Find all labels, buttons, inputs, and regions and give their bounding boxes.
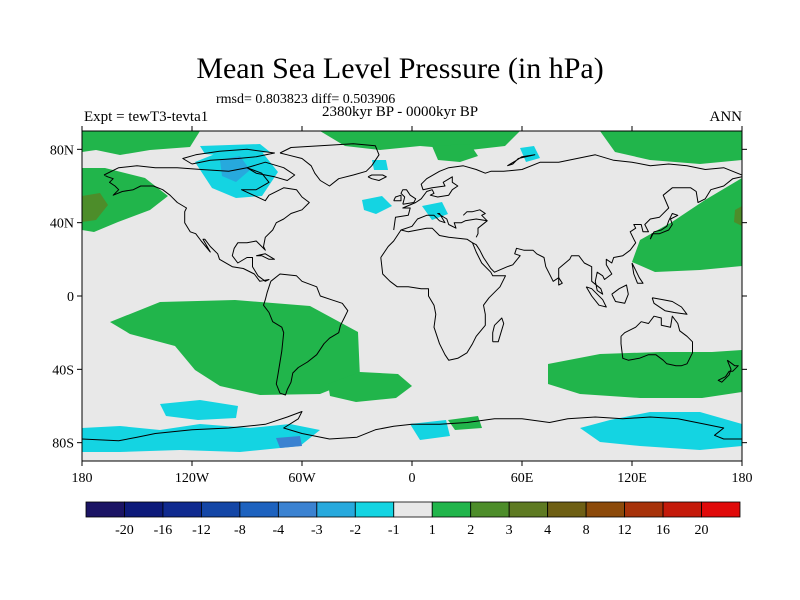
coast-svalbard-novaya [507, 154, 536, 167]
coast-black-caspian [462, 209, 488, 222]
colorbar-swatch [431, 501, 472, 518]
colorbar-swatch [239, 501, 279, 518]
colorbar-swatch [85, 501, 125, 518]
anomaly-atlantic-cyan [362, 196, 392, 214]
coast-new-zealand [717, 359, 739, 383]
anomaly-south-indian [548, 350, 742, 398]
coast-mediterranean-north [400, 213, 488, 238]
coast-japan [649, 213, 679, 240]
coast-new-guinea [651, 297, 688, 315]
lat-tick-label: 80S [52, 437, 74, 452]
coast-cuba [256, 253, 275, 260]
colorbar-swatch [316, 501, 356, 518]
anomaly-south-pacific [110, 300, 360, 395]
colorbar-label: 4 [544, 523, 551, 538]
colorbar-swatch [624, 501, 664, 518]
colorbar-swatch [508, 501, 549, 518]
lon-tick-label: 60E [511, 471, 534, 486]
colorbar-label: -12 [192, 523, 211, 538]
colorbar-label: 8 [583, 523, 590, 538]
coastlines [82, 143, 742, 442]
lon-tick-label: 120E [617, 471, 647, 486]
anomaly-antarctic-cyan-sw [160, 400, 238, 420]
coast-canadian-archipelago [182, 148, 275, 165]
anomaly-arctic-cyan3 [520, 146, 540, 162]
lon-tick-label: 120W [175, 471, 210, 486]
colorbar: -20 -16 -12 -8 -4 -3 -2 -1 1 2 3 4 8 12 16 20 [85, 501, 741, 538]
colorbar-swatch [354, 501, 395, 518]
anomaly-antarctic-cyan-mid [410, 420, 450, 440]
anomaly-north-atlantic-patch [432, 144, 478, 162]
colorbar-swatch [124, 501, 164, 518]
experiment-label: Expt = tewT3-tevta1 [84, 109, 209, 125]
anomaly-arctic-cyan2 [372, 160, 388, 170]
colorbar-swatch [662, 501, 702, 518]
anomaly-canada-blue [220, 156, 250, 182]
anomaly-north-pacific-east [632, 178, 742, 272]
anomaly-arctic-east [600, 131, 742, 164]
pressure-field [82, 131, 742, 461]
anomaly-north-pacific-east-core [734, 206, 742, 226]
map-title: Mean Sea Level Pressure (in hPa) [196, 52, 604, 85]
coast-south-america [263, 273, 349, 396]
coast-iceland [367, 174, 387, 181]
coast-east-asia [472, 176, 742, 295]
period-label: 2380kyr BP - 0000kyr BP [322, 104, 479, 120]
colorbar-label: 20 [695, 523, 709, 538]
colorbar-swatch [201, 501, 241, 518]
colorbar-swatch [162, 501, 202, 518]
coast-antarctica [82, 411, 742, 442]
lat-tick-label: 40N [50, 217, 74, 232]
anomaly-arctic-west [82, 131, 200, 155]
coast-madagascar [492, 317, 505, 343]
stats-text: rmsd= 0.803823 diff= 0.503906 [216, 92, 396, 107]
colorbar-label: 1 [429, 523, 436, 538]
colorbar-swatch [701, 501, 741, 518]
lon-tick-label: 60W [288, 471, 316, 486]
colorbar-label: -3 [311, 523, 323, 538]
colorbar-swatch [277, 501, 318, 518]
colorbar-swatch [547, 501, 587, 518]
coast-africa [380, 227, 506, 361]
anomaly-antarctic-cyan-west [82, 424, 320, 452]
anomaly-north-pacific-core [82, 193, 108, 222]
colorbar-swatch [393, 501, 433, 518]
colorbar-label: 16 [656, 523, 670, 538]
colorbar-label: -20 [115, 523, 134, 538]
colorbar-swatch [470, 501, 510, 518]
lat-tick-label: 0 [67, 290, 74, 305]
lon-tick-label: 0 [409, 471, 416, 486]
colorbar-label: -8 [234, 523, 246, 538]
coast-ireland [393, 194, 402, 202]
season-label: ANN [709, 109, 743, 125]
coast-britain [400, 189, 417, 205]
colorbar-label: -1 [388, 523, 400, 538]
coast-north-america [103, 165, 310, 282]
colorbar-label: -2 [349, 523, 361, 538]
colorbar-label: 3 [506, 523, 513, 538]
coast-borneo [611, 284, 629, 304]
lat-tick-label: 40S [52, 363, 74, 378]
anomaly-south-atlantic [328, 372, 412, 402]
coast-greenland [279, 143, 380, 187]
lat-tick-label: 80N [50, 143, 74, 158]
coast-philippines [631, 262, 644, 284]
colorbar-label: -16 [154, 523, 173, 538]
anomaly-antarctic-cyan-east [580, 412, 742, 450]
anomaly-antarctic-core [276, 436, 302, 448]
colorbar-label: -4 [273, 523, 285, 538]
colorbar-label: 2 [467, 523, 474, 538]
coast-indonesia [585, 286, 607, 308]
anomaly-north-pacific-west [82, 168, 168, 232]
axis-ticks: 180 120W 60W 0 60E 120E 180 80N 40N 0 40S 80S [50, 126, 753, 486]
lon-tick-label: 180 [72, 471, 93, 486]
lon-tick-label: 180 [732, 471, 753, 486]
colorbar-swatch [585, 501, 625, 518]
colorbar-label: 12 [618, 523, 632, 538]
coast-sri-lanka [558, 277, 563, 286]
coast-baffin-island [246, 161, 296, 181]
coast-eurasia [393, 154, 742, 231]
coast-australia [620, 315, 693, 367]
